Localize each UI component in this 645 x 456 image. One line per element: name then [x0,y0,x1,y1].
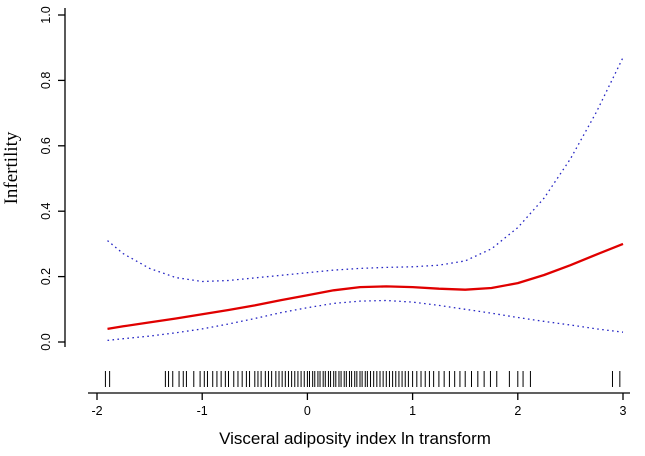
y-tick-label: 0.6 [39,137,53,154]
y-tick-label: 0.8 [39,72,53,89]
x-tick-label: 0 [304,404,311,418]
x-tick-label: 2 [514,404,521,418]
y-axis-title: Infertility [1,131,22,204]
y-tick-label: 0.2 [39,268,53,285]
x-axis-title: Visceral adiposity index ln transform [219,429,491,448]
y-tick-label: 0.0 [39,333,53,350]
x-tick-label: -1 [197,404,208,418]
axes-layer: -2 -1 0 1 2 3 0.0 0.2 0.4 0.6 0.8 1.0 [39,6,630,418]
series-layer [107,57,624,342]
x-tick-label: 1 [409,404,416,418]
rug-layer [104,371,621,387]
series-upper-confidence-band [107,57,624,283]
series-fitted-probability [107,242,624,331]
y-tick-label: 0.4 [39,202,53,219]
x-tick-label: -2 [91,404,102,418]
x-tick-label: 3 [620,404,627,418]
series-lower-confidence-band [107,299,624,342]
y-tick-label: 1.0 [39,6,53,23]
